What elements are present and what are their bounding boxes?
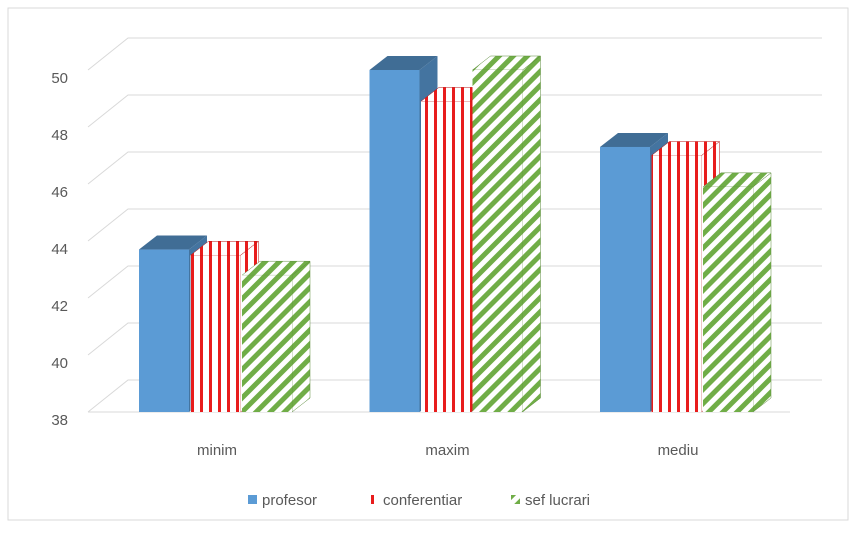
x-tick-label: maxim [425, 442, 469, 459]
y-tick-label: 46 [51, 184, 68, 201]
y-tick-label: 38 [51, 412, 68, 429]
grid-line [87, 379, 822, 413]
bar [600, 146, 650, 412]
grid-line [87, 322, 822, 356]
bar-side [522, 55, 541, 413]
grid-line [87, 37, 822, 71]
y-tick-label: 40 [51, 355, 68, 372]
legend-swatch [369, 495, 378, 504]
legend-label: conferentiar [383, 492, 462, 509]
bar-side [752, 172, 772, 413]
bar-top [139, 235, 207, 250]
bar [472, 70, 523, 412]
bar [651, 155, 702, 412]
y-tick-label: 48 [51, 127, 68, 144]
grid-line [87, 151, 822, 185]
legend-label: sef lucrari [525, 492, 590, 509]
y-tick-label: 50 [51, 70, 68, 87]
legend-swatch [511, 495, 520, 504]
bar-side [291, 260, 311, 413]
y-tick-label: 42 [51, 298, 68, 315]
bar [190, 255, 241, 412]
grid-line [87, 94, 822, 128]
x-tick-label: minim [197, 442, 237, 459]
grid-line [87, 265, 822, 299]
bar-top [369, 56, 438, 70]
bar [421, 101, 471, 412]
bar [242, 275, 292, 412]
y-tick-label: 44 [51, 241, 68, 258]
legend-swatch [248, 495, 257, 504]
bar [139, 249, 189, 412]
bar [703, 186, 753, 412]
legend-label: profesor [262, 492, 317, 509]
grid-line [87, 208, 822, 242]
bar-top [600, 132, 668, 147]
x-tick-label: mediu [658, 442, 699, 459]
bar [369, 70, 420, 412]
